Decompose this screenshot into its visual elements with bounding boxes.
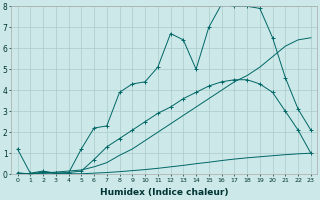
X-axis label: Humidex (Indice chaleur): Humidex (Indice chaleur) [100, 188, 228, 197]
